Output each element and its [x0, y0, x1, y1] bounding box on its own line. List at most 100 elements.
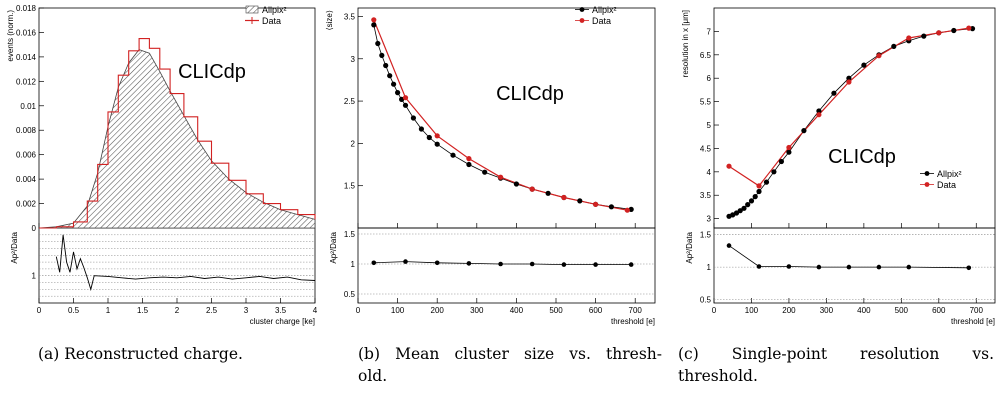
caption-a-text: (a) Reconstructed charge. [38, 345, 243, 363]
y-tick-label: 0.01 [20, 102, 36, 111]
y-tick-label: 0 [32, 224, 37, 233]
ratio-y-tick-label: 1.5 [344, 230, 356, 239]
clicdp-watermark: CLICdp [828, 146, 896, 168]
series-data-point [593, 201, 599, 207]
x-tick-label: 4 [313, 306, 318, 315]
series-allpix-point [513, 181, 520, 187]
x-tick-label: 700 [970, 306, 984, 315]
legend-marker-hatched [245, 5, 259, 14]
series-allpix-point [786, 149, 792, 155]
series-allpix-point [426, 134, 432, 141]
series-allpix-point [741, 205, 747, 211]
y-tick-label: 0.002 [16, 200, 37, 209]
ratio-point [466, 261, 472, 266]
series-allpix-point [375, 40, 381, 47]
legend-label: Allpix² [937, 169, 962, 179]
panel-a-reconstructed-charge: 0 0.002 0.004 0.006 0.008 0.01 0.012 0.014 0.016… [6, 4, 318, 326]
x-tick-label: 400 [510, 306, 524, 315]
x-tick-label: 3 [244, 306, 249, 315]
ratio-point [498, 261, 503, 267]
series-data-point [371, 17, 377, 23]
ratio-y-tick-label: 1 [351, 260, 356, 269]
series-allpix-point [545, 190, 551, 196]
x-tick-label: 200 [431, 306, 445, 315]
series-data-point [434, 133, 440, 139]
x-tick-label: 100 [391, 306, 405, 315]
x-tick-label: 2 [175, 306, 180, 315]
ratio-series-line [55, 234, 316, 292]
series-data-point [498, 174, 504, 180]
series-allpix-point [756, 188, 762, 195]
series-allpix-point [608, 204, 615, 210]
ratio-y-tick-label: 1.5 [700, 231, 712, 240]
ratio-point [726, 243, 732, 248]
legend-label: Allpix² [592, 5, 617, 15]
caption-c: (c) Single-point resolution vs. threshol… [678, 343, 994, 387]
ratio-y-tick-label: 0.5 [344, 290, 356, 299]
y-tick-label: 2.5 [344, 97, 356, 106]
y-tick-label: 6 [707, 74, 712, 83]
series-allpix-point [771, 169, 777, 175]
series-allpix-point [745, 202, 751, 208]
series-allpix-point [861, 62, 867, 68]
y-tick-label: 4 [707, 168, 712, 177]
y-axis-label: events (norm.) [6, 10, 15, 62]
ratio-point [529, 261, 535, 267]
y-tick-label: 3.5 [344, 12, 356, 21]
ratio-y-axis-label: Ap²/Data [685, 231, 694, 263]
x-tick-label: 600 [589, 306, 603, 315]
legend-marker-dot [924, 171, 930, 176]
legend-label: Data [937, 180, 956, 190]
series-allpix-point [450, 152, 456, 158]
series-allpix-point [921, 33, 927, 39]
x-tick-label: 200 [782, 306, 796, 315]
ratio-point [876, 264, 882, 270]
x-tick-label: 1 [106, 306, 111, 315]
ratio-point [593, 262, 598, 267]
ratio-y-axis-label: Ap²/Data [329, 231, 338, 263]
ratio-point [434, 260, 440, 266]
main-plot-frame [357, 7, 656, 229]
y-tick-label: 0.004 [16, 175, 37, 184]
y-tick-label: 3 [707, 215, 712, 224]
y-tick-label: 0.006 [16, 151, 37, 160]
series-data-point [966, 25, 972, 31]
x-tick-label: 0 [356, 306, 361, 315]
ratio-point [846, 264, 852, 270]
ratio-point [816, 264, 822, 270]
series-allpix-point [628, 206, 634, 212]
ratio-y-tick-label: 1 [32, 272, 37, 281]
figure: 0 0.002 0.004 0.006 0.008 0.01 0.012 0.014 0.016… [6, 4, 996, 326]
ratio-point [371, 260, 377, 266]
legend-marker-dot [579, 18, 585, 23]
clicdp-watermark: CLICdp [496, 83, 564, 105]
series-allpix-point [418, 126, 424, 132]
x-tick-label: 700 [629, 306, 643, 315]
ratio-plot-frame [713, 227, 996, 304]
x-tick-label: 1.5 [137, 306, 149, 315]
y-tick-label: 6.5 [700, 51, 712, 60]
y-tick-label: 0.012 [16, 77, 37, 86]
caption-c-line2: threshold. [678, 367, 758, 385]
y-tick-label: 0.014 [16, 53, 37, 62]
caption-b: (b) Mean cluster size vs. thresh- old. [358, 343, 662, 387]
series-allpix-point [371, 22, 377, 28]
ratio-plot-frame [357, 227, 656, 304]
ratio-point [966, 265, 972, 271]
x-tick-label: 300 [820, 306, 834, 315]
series-data-point [816, 112, 822, 118]
y-axis-label: ⟨size⟩ [325, 10, 334, 30]
series-data-point [846, 79, 852, 85]
y-tick-label: 3 [351, 55, 356, 64]
ratio-point [786, 264, 792, 269]
series-data-point [936, 30, 942, 36]
y-tick-label: 0.018 [16, 4, 37, 13]
ratio-y-tick-label: 0.5 [700, 296, 712, 305]
series-allpix-point [387, 73, 393, 79]
ratio-series-line [728, 245, 969, 269]
x-axis-label: cluster charge [ke] [250, 317, 315, 326]
series-allpix-point [891, 43, 897, 50]
series-allpix-point [801, 128, 807, 134]
x-tick-label: 500 [549, 306, 563, 315]
clicdp-watermark: CLICdp [178, 61, 246, 83]
